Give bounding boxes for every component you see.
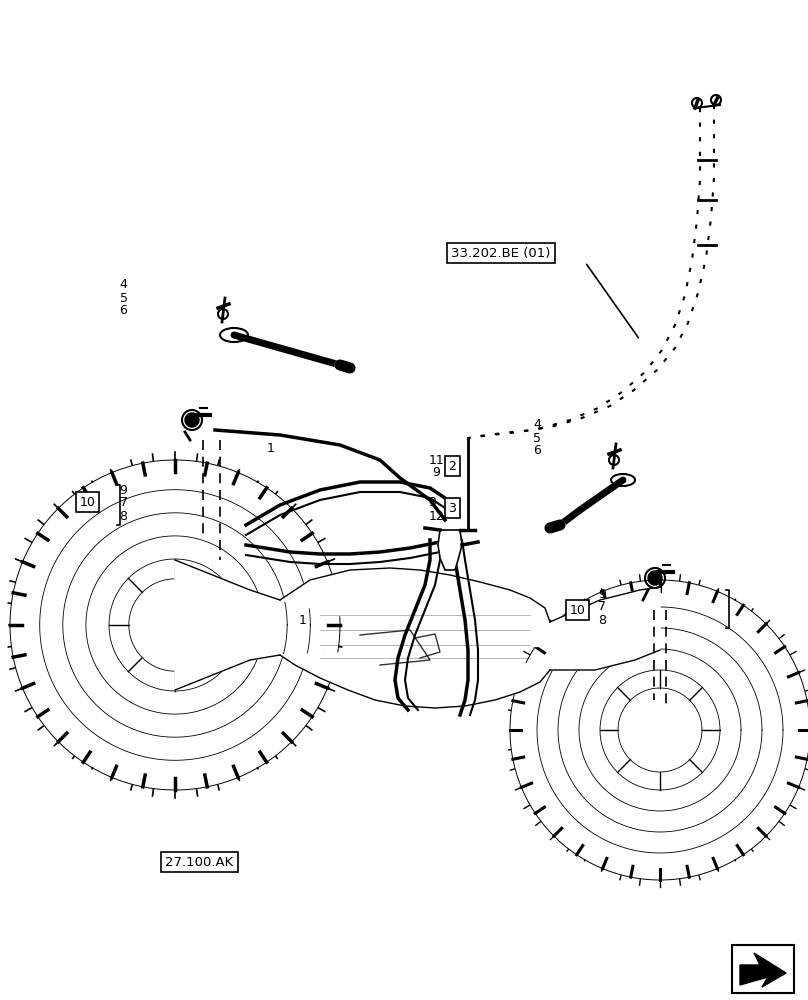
Text: 10: 10	[570, 603, 586, 616]
Text: 6: 6	[533, 444, 541, 458]
Circle shape	[648, 571, 662, 585]
Text: 5: 5	[533, 432, 541, 444]
Text: 8: 8	[120, 510, 128, 522]
Text: 6: 6	[120, 304, 128, 318]
Text: 9: 9	[120, 484, 128, 496]
Polygon shape	[740, 953, 786, 987]
Text: 10: 10	[79, 495, 95, 508]
Polygon shape	[438, 530, 462, 570]
Circle shape	[185, 413, 199, 427]
Text: 4: 4	[120, 278, 128, 292]
Text: 7: 7	[120, 496, 128, 510]
Text: 11: 11	[428, 454, 444, 466]
Text: 27.100.AK: 27.100.AK	[166, 856, 234, 868]
Text: 9: 9	[598, 587, 606, 600]
Polygon shape	[280, 568, 550, 708]
Text: 7: 7	[598, 600, 606, 613]
Text: 2: 2	[448, 460, 457, 473]
Text: 33.202.BE (01): 33.202.BE (01)	[452, 246, 550, 259]
Bar	[732, 945, 794, 993]
Text: 1: 1	[299, 613, 307, 626]
Text: 9: 9	[432, 466, 440, 479]
Text: 5: 5	[120, 292, 128, 304]
Text: 12: 12	[428, 510, 444, 522]
Polygon shape	[175, 560, 280, 690]
Text: 9: 9	[428, 496, 436, 510]
Text: 8: 8	[598, 613, 606, 626]
Text: 4: 4	[533, 418, 541, 432]
Text: 1: 1	[267, 442, 275, 454]
Polygon shape	[550, 587, 660, 670]
Text: 3: 3	[448, 502, 457, 514]
